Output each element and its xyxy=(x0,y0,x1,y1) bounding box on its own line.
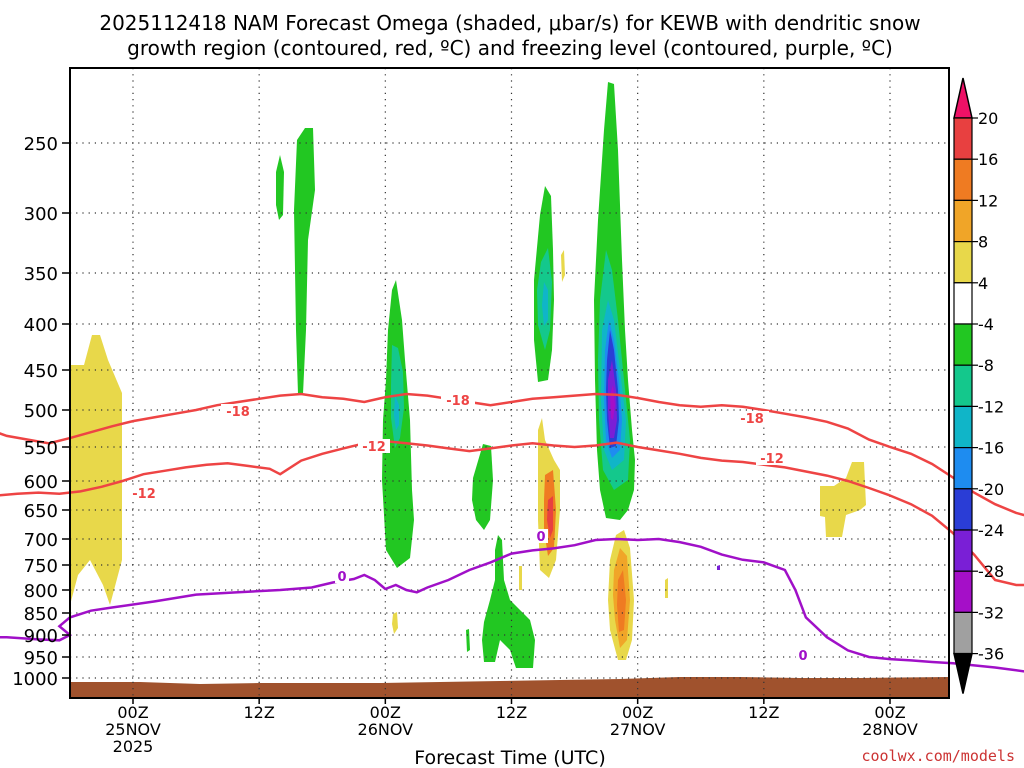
y-tick-label: 400 xyxy=(24,315,58,336)
chart-title-line1: 2025112418 NAM Forecast Omega (shaded, μ… xyxy=(99,11,920,35)
colorbar-swatch xyxy=(953,447,973,490)
y-tick-label: 450 xyxy=(24,361,58,382)
watermark: coolwx.com/models xyxy=(861,747,1015,765)
contour-label: -18 xyxy=(226,405,250,420)
x-tick-label: 00Z xyxy=(370,703,401,722)
contour-label: -12 xyxy=(362,440,386,455)
contour-label: -12 xyxy=(132,487,156,502)
plot-area: -18 -18 -18 -12 -12 -12 0 0 0 xyxy=(0,67,1024,699)
colorbar-top-arrow xyxy=(953,77,973,119)
contour-label: 0 xyxy=(536,530,545,545)
contour-lines: -18 -18 -18 -12 -12 -12 0 0 0 xyxy=(0,392,1024,673)
omega-shade-rising-right xyxy=(820,462,866,537)
y-tick-label: 650 xyxy=(24,501,58,522)
contour-minus18 xyxy=(0,392,1024,517)
y-tick-label: 700 xyxy=(24,530,58,551)
x-tick-label: 28NOV xyxy=(862,720,918,739)
y-tick-label: 950 xyxy=(24,648,58,669)
contour-freezing-level xyxy=(0,537,1024,673)
colorbar-label: -8 xyxy=(978,356,994,375)
colorbar-label: 16 xyxy=(978,150,998,169)
x-tick-label: 12Z xyxy=(244,703,275,722)
omega-shade-small-yellow xyxy=(561,250,565,282)
contour-label-group: -18 -18 -18 -12 -12 -12 0 0 0 xyxy=(128,393,810,664)
y-axis: 2503003504004505005506006507007508008509… xyxy=(12,134,70,690)
colorbar-label: -36 xyxy=(978,645,1004,664)
omega-shade-tiny-2 xyxy=(519,566,522,590)
colorbar-swatch xyxy=(953,282,973,325)
y-tick-label: 350 xyxy=(24,264,58,285)
contour-label: -12 xyxy=(760,452,784,467)
x-tick-label: 25NOV xyxy=(105,720,161,739)
omega-shade-rising-mid-inner xyxy=(547,496,553,538)
colorbar-swatch xyxy=(953,611,973,655)
contour-minus12 xyxy=(0,439,1024,587)
omega-shade-column-26nov-inner xyxy=(394,395,399,430)
colorbar-label: -16 xyxy=(978,439,1004,458)
contour-label: -18 xyxy=(446,394,470,409)
y-tick-label: 550 xyxy=(24,438,58,459)
omega-shade-tiny-3 xyxy=(665,578,668,598)
colorbar-label: 8 xyxy=(978,233,988,252)
omega-shade-rising-27nov-inner xyxy=(617,570,626,632)
x-axis-label: Forecast Time (UTC) xyxy=(414,747,605,768)
colorbar-swatch xyxy=(953,488,973,531)
colorbar-swatch xyxy=(953,364,973,408)
x-tick-label: 00Z xyxy=(117,703,148,722)
y-tick-label: 900 xyxy=(24,626,58,647)
y-tick-label: 750 xyxy=(24,556,58,577)
y-tick-label: 300 xyxy=(24,204,58,225)
colorbar-label: -32 xyxy=(978,603,1004,622)
colorbar-swatch xyxy=(953,405,973,449)
colorbar-label: -12 xyxy=(978,397,1004,416)
x-tick-label: 12Z xyxy=(748,703,779,722)
colorbar-label: -24 xyxy=(978,521,1004,540)
colorbar-label: 12 xyxy=(978,191,998,210)
x-tick-label: 26NOV xyxy=(358,720,414,739)
colorbar-swatch xyxy=(953,117,973,160)
colorbar-label: -28 xyxy=(978,562,1004,581)
y-tick-label: 600 xyxy=(24,472,58,493)
colorbar-swatch xyxy=(953,241,973,284)
contour-label: 0 xyxy=(337,570,346,585)
ground-surface xyxy=(70,677,949,697)
omega-shade-streak-2 xyxy=(294,128,315,394)
x-tick-label: 2025 xyxy=(113,737,154,756)
y-tick-label: 800 xyxy=(24,581,58,602)
colorbar-label: -4 xyxy=(978,315,994,334)
omega-shade-column-12z-inner xyxy=(542,282,548,326)
plot-frame xyxy=(69,67,950,699)
colorbar-swatch xyxy=(953,570,973,614)
colorbar-swatch xyxy=(953,158,973,201)
omega-shade-blob-1 xyxy=(472,444,493,530)
x-tick-label: 12Z xyxy=(496,703,527,722)
omega-shade-streak-1 xyxy=(276,155,284,220)
x-tick-label: 00Z xyxy=(874,703,905,722)
contour-label: -18 xyxy=(740,412,764,427)
colorbar-swatch xyxy=(953,529,973,572)
x-tick-label: 00Z xyxy=(622,703,653,722)
omega-shade-spot-900 xyxy=(392,612,398,634)
colorbar-swatch xyxy=(953,199,973,243)
y-tick-label: 850 xyxy=(24,604,58,625)
colorbar-swatch xyxy=(953,323,973,366)
chart-title-line2: growth region (contoured, red, ºC) and f… xyxy=(127,36,893,60)
y-tick-label: 500 xyxy=(24,401,58,422)
omega-shade-low-cluster xyxy=(482,535,535,668)
y-tick-label: 1000 xyxy=(12,669,58,690)
omega-shade-tiny-4 xyxy=(717,565,720,570)
colorbar-label: 20 xyxy=(978,109,998,128)
y-tick-label: 250 xyxy=(24,134,58,155)
contour-label: 0 xyxy=(798,649,807,664)
colorbar-bottom-arrow xyxy=(953,652,973,694)
colorbar-label: -20 xyxy=(978,480,1004,499)
omega-shade-rising-left xyxy=(70,335,122,605)
colorbar: 20 16 12 8 4 -4 -8 -12 -16 -20 -24 -28 -32 -36 xyxy=(953,77,1004,694)
x-tick-label: 27NOV xyxy=(610,720,666,739)
colorbar-label: 4 xyxy=(978,274,988,293)
